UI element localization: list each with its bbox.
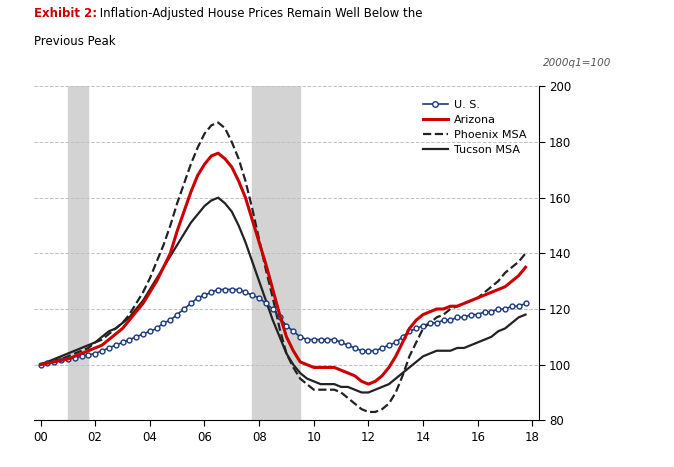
Phoenix MSA — [214, 120, 222, 125]
U. S. — [350, 345, 359, 351]
Arizona — [200, 162, 208, 167]
Tucson MSA — [214, 195, 222, 200]
Arizona — [522, 264, 530, 270]
Phoenix MSA — [378, 406, 386, 412]
Arizona — [350, 373, 359, 379]
U. S. — [317, 337, 325, 342]
Tucson MSA — [350, 387, 359, 392]
Phoenix MSA — [350, 401, 359, 406]
U. S. — [371, 348, 379, 354]
U. S. — [522, 301, 530, 306]
Bar — [68, 86, 88, 420]
Tucson MSA — [317, 382, 325, 387]
Phoenix MSA — [494, 278, 502, 284]
Line: Tucson MSA: Tucson MSA — [40, 198, 526, 392]
Tucson MSA — [522, 312, 530, 318]
Phoenix MSA — [200, 131, 208, 136]
Bar — [252, 86, 300, 420]
Line: Phoenix MSA: Phoenix MSA — [40, 122, 526, 412]
Arizona — [317, 365, 325, 370]
U. S. — [36, 362, 44, 368]
Arizona — [214, 150, 222, 156]
Arizona — [104, 337, 113, 342]
Phoenix MSA — [365, 409, 373, 415]
Tucson MSA — [104, 328, 113, 334]
Text: Exhibit 2:: Exhibit 2: — [34, 7, 97, 20]
Text: Inflation-Adjusted House Prices Remain Well Below the: Inflation-Adjusted House Prices Remain W… — [96, 7, 422, 20]
Line: Arizona: Arizona — [40, 153, 526, 384]
Text: Inflation-Adjusted House Prices: Inflation-Adjusted House Prices — [183, 65, 390, 78]
Arizona — [365, 382, 373, 387]
U. S. — [200, 292, 208, 298]
Text: Previous Peak: Previous Peak — [34, 35, 115, 48]
Line: U. S.: U. S. — [38, 287, 528, 367]
U. S. — [104, 345, 113, 351]
Phoenix MSA — [317, 387, 325, 392]
Arizona — [378, 373, 386, 379]
U. S. — [214, 287, 222, 292]
Text: 2000q1=100: 2000q1=100 — [543, 58, 611, 68]
Arizona — [36, 362, 44, 368]
Tucson MSA — [378, 384, 386, 389]
Phoenix MSA — [104, 331, 113, 337]
Tucson MSA — [494, 328, 502, 334]
Tucson MSA — [357, 389, 365, 395]
Tucson MSA — [200, 203, 208, 209]
Legend: U. S., Arizona, Phoenix MSA, Tucson MSA: U. S., Arizona, Phoenix MSA, Tucson MSA — [419, 95, 531, 159]
Tucson MSA — [36, 362, 44, 368]
Phoenix MSA — [522, 250, 530, 256]
U. S. — [152, 325, 160, 331]
Arizona — [494, 287, 502, 292]
Phoenix MSA — [36, 362, 44, 368]
